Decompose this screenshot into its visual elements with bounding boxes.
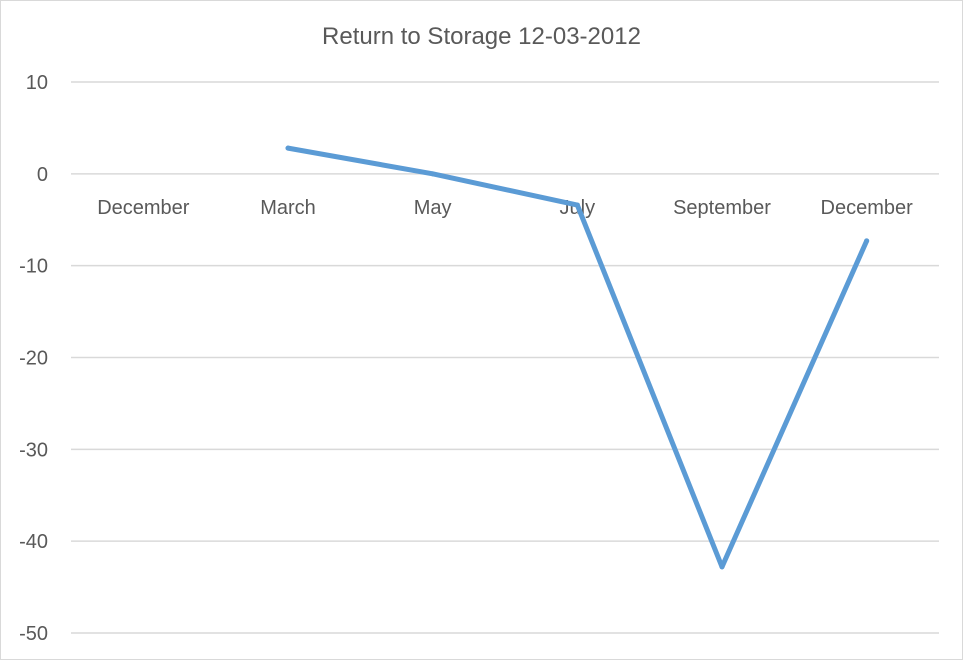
y-tick-label: 0 xyxy=(37,164,48,186)
gridlines xyxy=(71,81,939,634)
x-tick-label: December xyxy=(97,197,190,219)
data-point xyxy=(574,202,580,208)
data-point xyxy=(864,238,870,244)
y-axis-tick-labels: 10 0 -10 -20 -30 -40 -50 xyxy=(19,72,48,645)
x-axis-category-labels: December March May July September December xyxy=(97,197,913,219)
y-tick-label: -30 xyxy=(19,439,48,461)
series-layer xyxy=(285,145,870,570)
y-tick-label: -10 xyxy=(19,256,48,278)
chart-title: Return to Storage 12-03-2012 xyxy=(322,23,641,50)
y-tick-label: -50 xyxy=(19,623,48,645)
y-tick-label: -20 xyxy=(19,348,48,370)
y-tick-label: -40 xyxy=(19,531,48,553)
data-point xyxy=(285,145,291,151)
data-point xyxy=(719,564,725,570)
x-tick-label: September xyxy=(673,197,771,219)
x-tick-label: May xyxy=(414,197,452,219)
y-tick-label: 10 xyxy=(26,72,48,94)
data-point xyxy=(430,171,436,177)
x-tick-label: December xyxy=(821,197,914,219)
x-tick-label: March xyxy=(260,197,316,219)
